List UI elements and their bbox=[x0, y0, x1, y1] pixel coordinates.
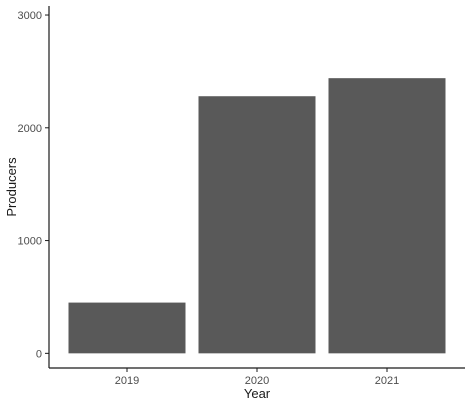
y-tick-label: 1000 bbox=[18, 236, 42, 248]
y-tick-label: 0 bbox=[36, 348, 42, 360]
y-axis-title: Producers bbox=[4, 157, 19, 217]
bars-group bbox=[68, 78, 446, 354]
y-tick-label: 2000 bbox=[18, 123, 42, 135]
bar-2019 bbox=[68, 302, 186, 354]
x-tick-label-2019: 2019 bbox=[115, 375, 139, 387]
y-tick-label: 3000 bbox=[18, 10, 42, 22]
y-axis-ticks: 0 1000 2000 3000 bbox=[18, 10, 49, 360]
x-axis-title: Year bbox=[244, 386, 271, 401]
x-tick-label-2021: 2021 bbox=[375, 375, 399, 387]
bar-2020 bbox=[198, 96, 316, 354]
x-tick-label-2020: 2020 bbox=[245, 375, 269, 387]
x-axis-ticks: 2019 2020 2021 bbox=[115, 368, 399, 387]
bar-2021 bbox=[328, 78, 446, 354]
